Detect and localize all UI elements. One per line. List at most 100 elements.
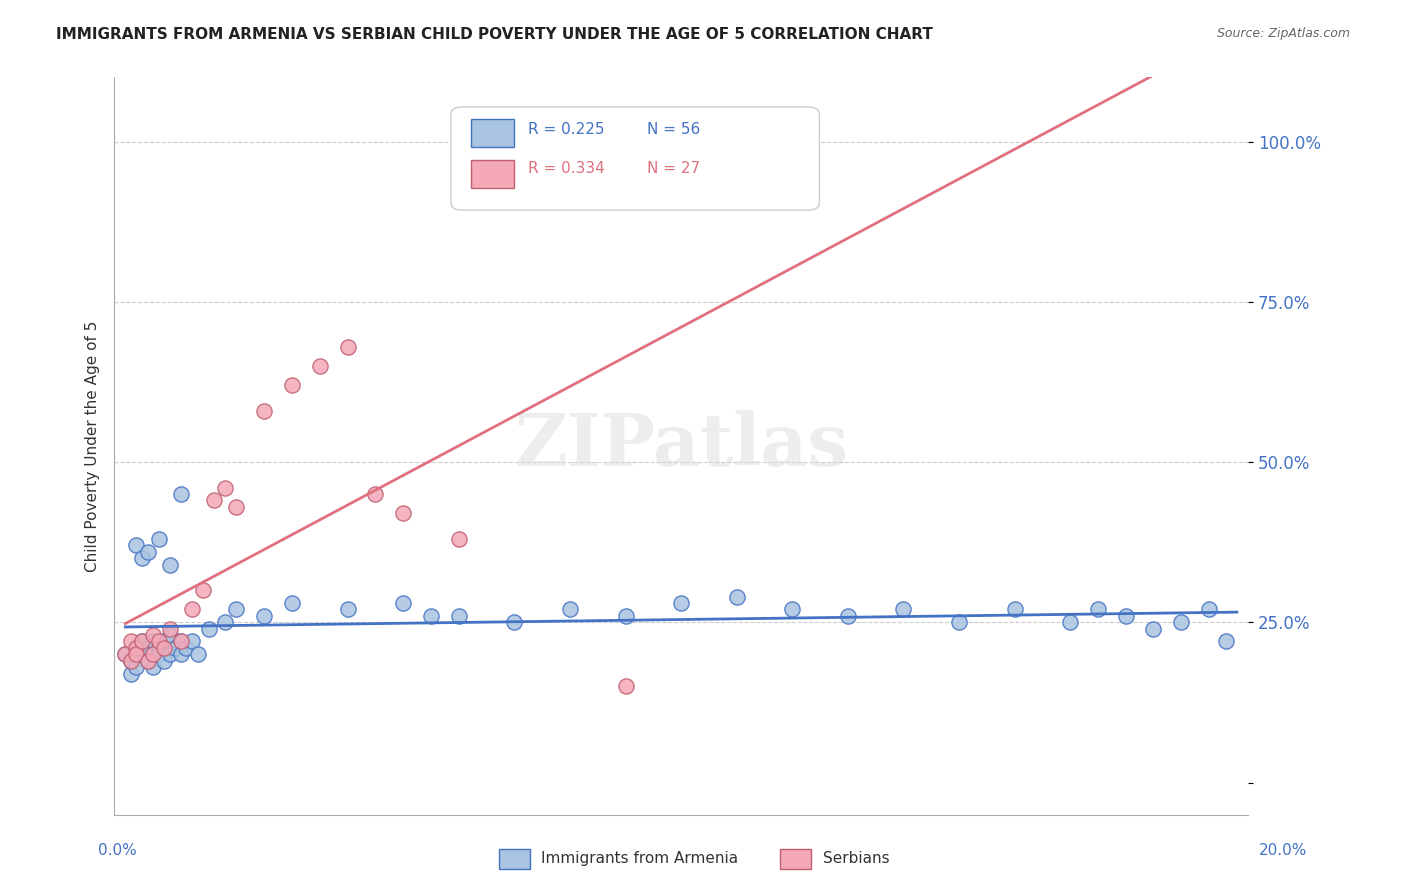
Point	[142, 628, 165, 642]
Point	[197, 622, 219, 636]
Point	[281, 596, 304, 610]
Point	[120, 666, 142, 681]
Point	[170, 634, 193, 648]
Point	[837, 608, 859, 623]
Point	[125, 640, 148, 655]
Point	[253, 403, 276, 417]
Point	[142, 634, 165, 648]
Point	[214, 481, 236, 495]
Point	[170, 634, 193, 648]
Point	[120, 654, 142, 668]
Text: R = 0.334: R = 0.334	[529, 161, 605, 176]
Point	[948, 615, 970, 630]
Point	[225, 500, 247, 514]
Point	[447, 608, 470, 623]
Point	[170, 648, 193, 662]
Bar	[471, 160, 515, 188]
Point	[1170, 615, 1192, 630]
Text: 20.0%: 20.0%	[1260, 843, 1308, 858]
Point	[191, 583, 214, 598]
Bar	[471, 120, 515, 147]
Point	[136, 654, 159, 668]
Point	[142, 648, 165, 662]
Text: N = 27: N = 27	[647, 161, 700, 176]
Point	[187, 648, 209, 662]
Point	[392, 506, 415, 520]
Point	[120, 654, 142, 668]
Point	[148, 634, 170, 648]
Point	[153, 640, 176, 655]
Text: N = 56: N = 56	[647, 121, 700, 136]
Point	[614, 679, 637, 693]
Point	[308, 359, 330, 373]
Point	[159, 558, 181, 572]
Point	[153, 634, 176, 648]
Point	[214, 615, 236, 630]
Point	[225, 602, 247, 616]
Point	[1059, 615, 1081, 630]
Point	[148, 648, 170, 662]
Point	[125, 640, 148, 655]
Point	[159, 628, 181, 642]
Point	[125, 538, 148, 552]
Point	[142, 648, 165, 662]
Point	[148, 640, 170, 655]
Point	[176, 640, 198, 655]
Point	[125, 648, 148, 662]
Point	[159, 622, 181, 636]
Point	[136, 545, 159, 559]
Point	[181, 602, 204, 616]
Point	[253, 608, 276, 623]
Point	[1004, 602, 1026, 616]
Text: ZIPatlas: ZIPatlas	[515, 410, 848, 482]
Point	[170, 487, 193, 501]
Point	[725, 590, 748, 604]
Point	[1115, 608, 1137, 623]
Text: 0.0%: 0.0%	[98, 843, 138, 858]
Text: R = 0.225: R = 0.225	[529, 121, 605, 136]
Point	[281, 378, 304, 392]
Point	[131, 648, 153, 662]
Point	[153, 654, 176, 668]
Point	[120, 634, 142, 648]
Point	[336, 340, 359, 354]
Point	[131, 634, 153, 648]
Point	[159, 648, 181, 662]
Point	[392, 596, 415, 610]
Point	[165, 640, 187, 655]
Text: IMMIGRANTS FROM ARMENIA VS SERBIAN CHILD POVERTY UNDER THE AGE OF 5 CORRELATION : IMMIGRANTS FROM ARMENIA VS SERBIAN CHILD…	[56, 27, 934, 42]
Point	[131, 634, 153, 648]
Point	[125, 660, 148, 674]
Point	[364, 487, 387, 501]
Point	[202, 493, 225, 508]
Point	[893, 602, 915, 616]
Point	[148, 532, 170, 546]
Point	[181, 634, 204, 648]
Point	[447, 532, 470, 546]
Text: Source: ZipAtlas.com: Source: ZipAtlas.com	[1216, 27, 1350, 40]
Point	[503, 615, 526, 630]
Point	[754, 135, 776, 149]
Bar	[499, 849, 530, 869]
Point	[614, 608, 637, 623]
Point	[136, 640, 159, 655]
Point	[114, 648, 136, 662]
Point	[136, 654, 159, 668]
Point	[1198, 602, 1220, 616]
Y-axis label: Child Poverty Under the Age of 5: Child Poverty Under the Age of 5	[86, 320, 100, 572]
Point	[114, 648, 136, 662]
Point	[1142, 622, 1164, 636]
Point	[420, 608, 443, 623]
Point	[1087, 602, 1109, 616]
Text: Immigrants from Armenia: Immigrants from Armenia	[541, 852, 738, 866]
Text: Serbians: Serbians	[823, 852, 889, 866]
Point	[142, 660, 165, 674]
FancyBboxPatch shape	[451, 107, 820, 211]
Point	[780, 602, 803, 616]
Point	[1215, 634, 1237, 648]
Point	[131, 551, 153, 566]
Bar	[780, 849, 811, 869]
Point	[669, 596, 692, 610]
Point	[336, 602, 359, 616]
Point	[558, 602, 581, 616]
